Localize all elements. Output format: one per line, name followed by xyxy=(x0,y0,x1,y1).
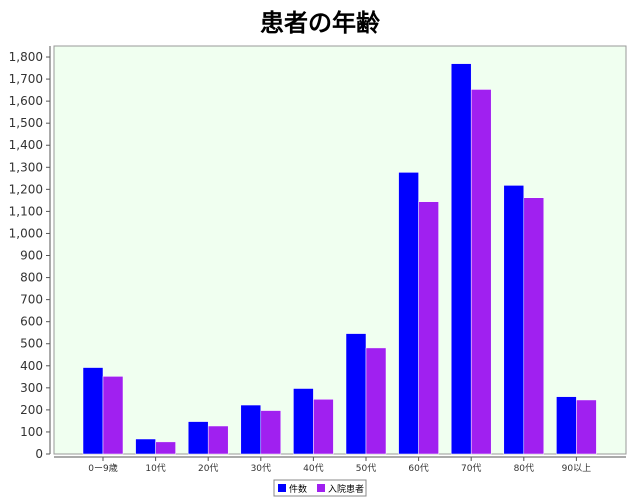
bar-series2-3 xyxy=(260,410,282,455)
bars xyxy=(82,63,597,455)
bar-series1-1 xyxy=(135,438,156,455)
bar-series1-4 xyxy=(293,388,314,455)
y-tick-label: 1,800 xyxy=(9,50,43,64)
y-tick-label: 1,200 xyxy=(9,182,43,196)
bar-series1-6 xyxy=(398,172,419,455)
bar-series2-5 xyxy=(365,347,387,455)
chart-title: 患者の年齢 xyxy=(260,9,381,37)
y-tick-label: 700 xyxy=(20,293,43,307)
x-tick-label: 30代 xyxy=(251,463,271,474)
y-tick-label: 1,400 xyxy=(9,138,43,152)
x-tick-label: 90以上 xyxy=(562,463,591,474)
x-tick-label: 0ー9歳 xyxy=(88,462,117,474)
x-axis: 0ー9歳 10代 20代 30代 40代 50代 60代 70代 80代 90以上 xyxy=(54,456,626,474)
y-tick-label: 1,600 xyxy=(9,94,43,108)
x-tick-label: 60代 xyxy=(408,463,428,474)
bar-series1-8 xyxy=(503,185,525,455)
bar-series2-7 xyxy=(470,89,492,455)
y-tick-label: 300 xyxy=(20,381,43,395)
y-tick-label: 1,500 xyxy=(9,116,43,130)
bar-series2-0 xyxy=(102,376,124,455)
bar-series1-7 xyxy=(450,63,472,455)
x-tick-label: 50代 xyxy=(356,463,376,474)
bar-series2-6 xyxy=(418,201,439,455)
y-tick-label: 800 xyxy=(20,271,43,285)
bar-series2-1 xyxy=(155,441,176,455)
bar-series1-9 xyxy=(556,396,577,455)
y-tick-label: 1,700 xyxy=(9,72,43,86)
y-axis: 0 100 200 300 400 500 600 700 800 900 1,000 1,100 1,… xyxy=(9,46,51,461)
bar-series1-3 xyxy=(240,404,262,455)
legend-label-0: 件数 xyxy=(289,483,307,495)
x-tick-label: 80代 xyxy=(514,463,534,474)
bar-series2-2 xyxy=(207,425,229,455)
bar-series2-9 xyxy=(576,399,597,455)
x-tick-label: 20代 xyxy=(198,463,218,474)
y-tick-label: 500 xyxy=(20,337,43,351)
bar-series1-2 xyxy=(187,421,209,455)
y-tick-label: 1,100 xyxy=(9,204,43,218)
bar-series1-5 xyxy=(345,333,367,455)
legend-swatch-0 xyxy=(278,484,286,492)
y-tick-label: 1,000 xyxy=(9,226,43,240)
y-tick-label: 0 xyxy=(35,447,43,461)
y-tick-label: 900 xyxy=(20,249,43,263)
y-tick-label: 200 xyxy=(20,403,43,417)
bar-series2-8 xyxy=(523,197,545,455)
legend: 件数 入院患者 xyxy=(273,479,367,497)
y-tick-label: 600 xyxy=(20,315,43,329)
legend-label-1: 入院患者 xyxy=(328,483,364,495)
x-tick-label: 70代 xyxy=(461,463,481,474)
x-tick-label: 10代 xyxy=(145,463,165,474)
y-tick-label: 100 xyxy=(20,425,43,439)
x-tick-label: 40代 xyxy=(303,463,323,474)
y-tick-label: 1,300 xyxy=(9,160,43,174)
bar-series1-0 xyxy=(82,367,104,455)
legend-swatch-1 xyxy=(317,484,325,492)
bar-series2-4 xyxy=(313,399,334,455)
y-tick-label: 400 xyxy=(20,359,43,373)
